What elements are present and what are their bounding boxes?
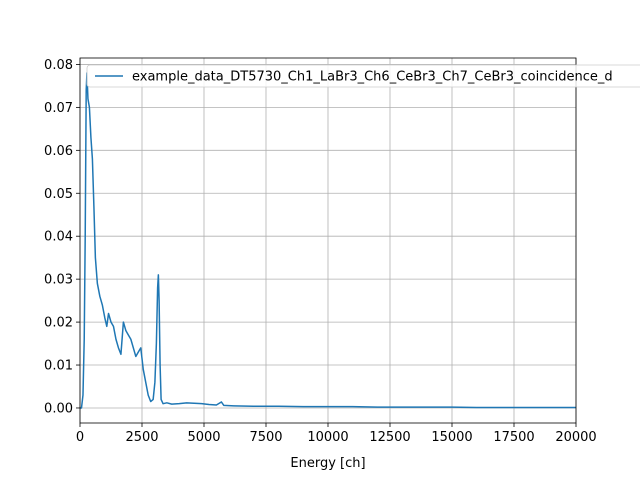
x-axis-label: Energy [ch] (290, 456, 365, 471)
x-tick-label: 2500 (125, 430, 158, 445)
x-tick-label: 7500 (249, 430, 282, 445)
y-tick-label: 0.07 (44, 101, 73, 116)
series-layer (80, 72, 576, 409)
y-tick-label: 0.06 (44, 144, 73, 159)
y-axis-ticks: 0.00 0.01 0.02 0.03 0.04 0.05 0.06 0.07 0.08 (44, 58, 80, 416)
y-tick-label: 0.03 (44, 273, 73, 288)
legend-box (86, 64, 640, 88)
y-tick-label: 0.04 (44, 230, 73, 245)
y-tick-label: 0.08 (44, 58, 73, 73)
x-tick-label: 5000 (187, 430, 220, 445)
y-tick-label: 0.02 (44, 316, 73, 331)
y-tick-label: 0.00 (44, 401, 73, 416)
y-tick-label: 0.01 (44, 359, 73, 374)
y-tick-label: 0.05 (44, 187, 73, 202)
x-tick-label: 0 (76, 430, 84, 445)
x-tick-label: 15000 (431, 430, 472, 445)
x-tick-label: 12500 (369, 430, 410, 445)
x-axis-ticks: 0 2500 5000 7500 10000 12500 15000 17500 20000 (76, 423, 597, 445)
x-tick-label: 10000 (307, 430, 348, 445)
x-tick-label: 17500 (493, 430, 534, 445)
legend-entry-label: example_data_DT5730_Ch1_LaBr3_Ch6_CeBr3_… (132, 70, 613, 85)
plot-frame (79, 57, 577, 424)
x-tick-label: 20000 (555, 430, 596, 445)
legend: example_data_DT5730_Ch1_LaBr3_Ch6_CeBr3_… (86, 64, 640, 88)
series-line (80, 72, 576, 409)
